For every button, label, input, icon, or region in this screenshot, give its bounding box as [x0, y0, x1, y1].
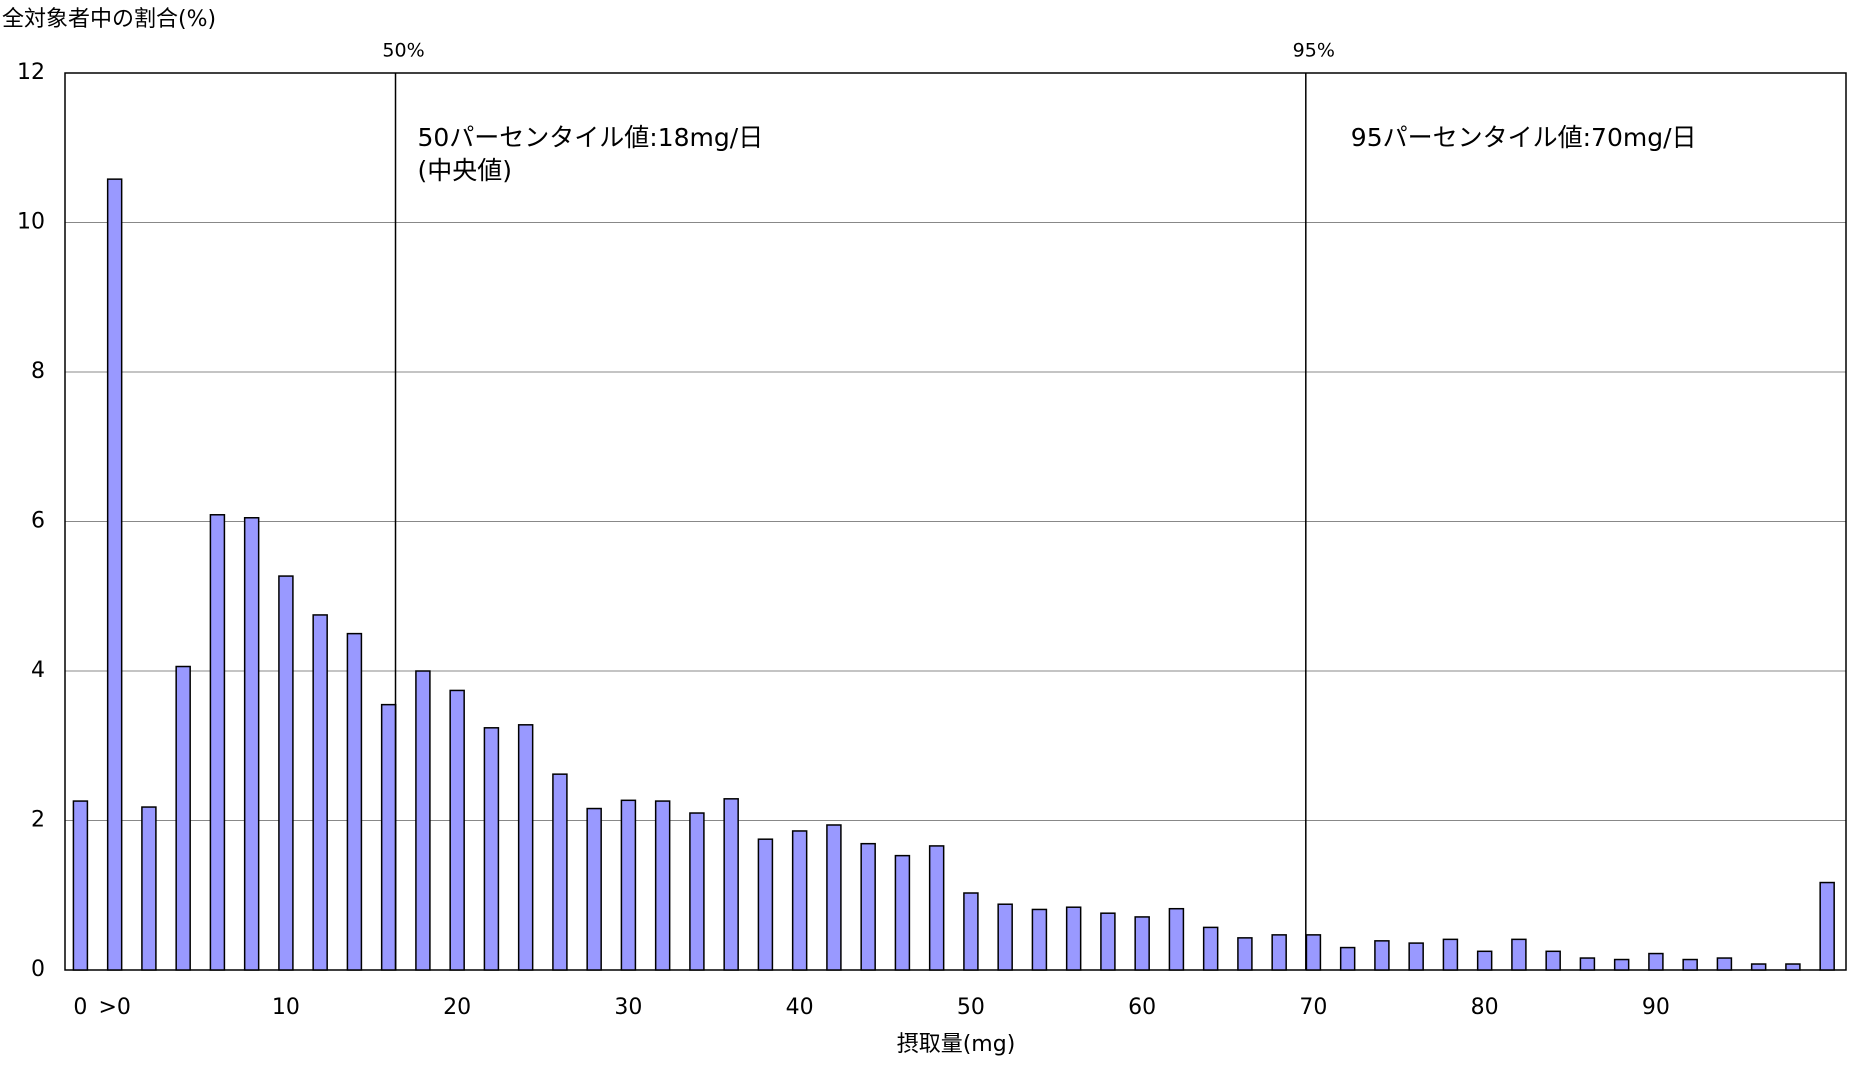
bar [723, 798, 739, 971]
bar [346, 632, 363, 971]
bar [620, 799, 637, 971]
bar [1785, 963, 1801, 971]
bar [1648, 952, 1664, 971]
y-tick-label: 12 [17, 60, 45, 85]
bar [1065, 906, 1082, 971]
bar [826, 824, 842, 971]
bar [1202, 926, 1219, 971]
x-tick-label: 30 [614, 995, 642, 1020]
bar [1545, 950, 1561, 971]
bar [1237, 937, 1253, 971]
y-axis-title: 全対象者中の割合(%) [2, 7, 216, 32]
bar [1442, 938, 1459, 971]
reference-note: (中央値) [418, 156, 513, 185]
x-tick-label: 50 [957, 995, 985, 1020]
bar [278, 575, 294, 971]
bar [1408, 942, 1424, 971]
bar [928, 845, 945, 971]
bar [757, 838, 774, 971]
bar [106, 178, 123, 971]
x-axis-title: 摂取量(mg) [897, 1032, 1016, 1057]
bar [894, 854, 911, 971]
bar [380, 703, 397, 971]
bar [1579, 957, 1596, 971]
x-tick-label: 60 [1128, 995, 1156, 1020]
bar [483, 727, 500, 971]
reference-note: 95パーセンタイル値:70mg/日 [1351, 123, 1697, 152]
y-tick-label: 0 [31, 957, 45, 982]
y-tick-label: 4 [31, 658, 45, 683]
bar [312, 614, 328, 971]
x-tick-label: >0 [98, 995, 130, 1020]
bar [1750, 963, 1767, 971]
bar [1271, 934, 1287, 971]
bar [1339, 946, 1356, 971]
bar [209, 514, 226, 971]
y-tick-label: 6 [31, 509, 45, 534]
bar [141, 806, 157, 971]
plot-frame [64, 72, 1847, 971]
bar [689, 812, 705, 971]
bar [175, 665, 191, 971]
bar [72, 800, 89, 971]
bar [654, 800, 671, 971]
reference-label: 50% [382, 40, 424, 62]
bar [1511, 938, 1527, 971]
bar [1476, 950, 1493, 971]
bar [552, 773, 568, 971]
x-tick-label: 90 [1642, 995, 1670, 1020]
x-tick-label: 10 [272, 995, 300, 1020]
x-tick-label: 0 [73, 995, 87, 1020]
x-tick-label: 80 [1471, 995, 1499, 1020]
bar [415, 670, 431, 971]
bar [586, 807, 602, 971]
bar [1682, 958, 1698, 971]
y-tick-label: 2 [31, 808, 45, 833]
bar [1305, 934, 1322, 971]
bar [997, 903, 1013, 971]
bar [1716, 957, 1733, 971]
bar [1134, 916, 1150, 971]
y-tick-label: 10 [17, 210, 45, 235]
bar [1031, 908, 1048, 971]
y-tick-label: 8 [31, 359, 45, 384]
x-tick-label: 20 [443, 995, 471, 1020]
reference-label: 95% [1293, 40, 1335, 62]
bar [449, 689, 465, 971]
reference-note: 50パーセンタイル値:18mg/日 [418, 123, 764, 152]
bar [791, 830, 808, 971]
x-tick-label: 40 [786, 995, 814, 1020]
bar [243, 517, 260, 971]
bar [1819, 881, 1835, 971]
bar [860, 842, 876, 971]
bar [1374, 940, 1390, 971]
x-tick-label: 70 [1299, 995, 1327, 1020]
bar [517, 724, 534, 971]
bar [1100, 912, 1116, 971]
bar [1613, 958, 1630, 971]
bar [963, 892, 979, 971]
bar [1168, 907, 1185, 971]
